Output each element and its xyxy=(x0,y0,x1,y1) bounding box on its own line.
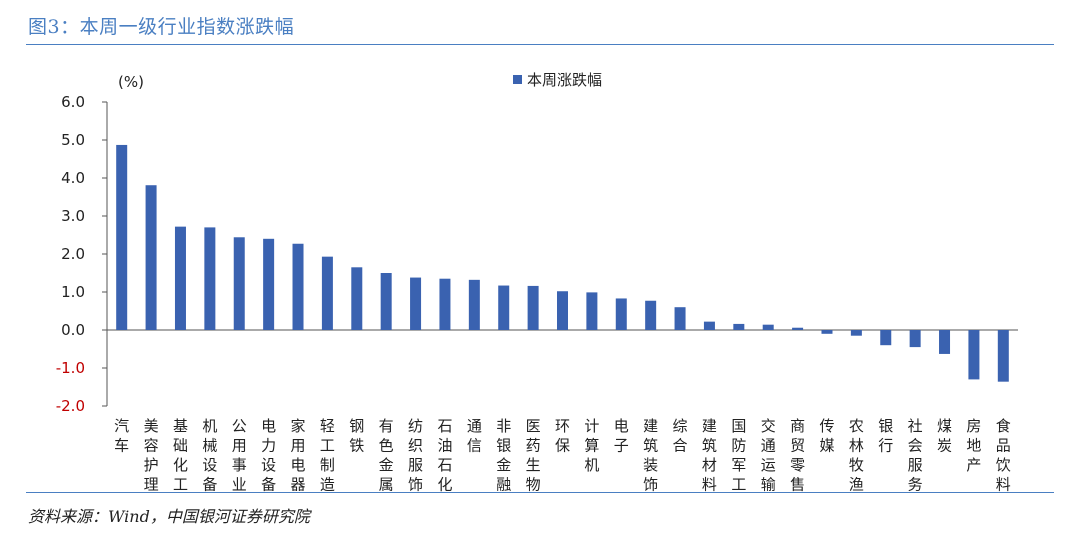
bar xyxy=(674,307,686,330)
category-label: 通信 xyxy=(467,417,482,455)
y-tick-label: 1.0 xyxy=(61,283,85,301)
category-label: 食品饮料 xyxy=(996,417,1011,494)
y-tick-label: 5.0 xyxy=(61,131,85,149)
bar xyxy=(263,238,275,330)
bar xyxy=(233,237,245,330)
category-label: 公用事业 xyxy=(232,417,247,494)
bar xyxy=(997,330,1009,382)
category-label: 综合 xyxy=(673,417,688,455)
bar xyxy=(351,267,363,330)
y-tick-label: 0.0 xyxy=(61,321,85,339)
bar xyxy=(174,226,186,330)
y-axis: 6.0 5.0 4.0 3.0 2.0 1.0 0.0 -1.0 -2.0 (%) xyxy=(56,73,1018,415)
bar xyxy=(733,323,745,330)
bar xyxy=(703,321,715,330)
bar xyxy=(292,243,304,330)
category-label: 轻工制造 xyxy=(320,417,335,494)
bar xyxy=(557,291,568,330)
bar-series xyxy=(116,144,1009,382)
bar xyxy=(645,300,657,330)
bar xyxy=(410,277,422,330)
bar xyxy=(116,144,128,330)
bar xyxy=(439,278,451,330)
bar xyxy=(792,327,804,330)
category-label: 交通运输 xyxy=(761,417,776,494)
bar xyxy=(145,185,157,330)
bar xyxy=(821,330,833,334)
legend: 本周涨跌幅 xyxy=(513,71,602,89)
category-label: 纺织服饰 xyxy=(408,417,423,494)
bar xyxy=(880,330,892,346)
title-divider xyxy=(26,44,1054,45)
bar xyxy=(615,298,627,330)
bar xyxy=(909,330,921,348)
category-label: 商贸零售 xyxy=(790,417,805,494)
x-axis-categories: 汽车美容护理基础化工机械设备公用事业电力设备家用电器轻工制造钢铁有色金属纺织服饰… xyxy=(114,417,1011,494)
category-label: 机械设备 xyxy=(202,417,217,494)
bar xyxy=(968,330,980,380)
bar xyxy=(498,285,510,330)
category-label: 有色金属 xyxy=(379,417,394,494)
y-tick-label: 6.0 xyxy=(61,93,85,111)
category-label: 计算机 xyxy=(584,417,599,474)
chart-title: 图3：本周一级行业指数涨跌幅 xyxy=(28,16,295,38)
category-label: 房地产 xyxy=(966,417,981,474)
bar xyxy=(468,279,480,330)
category-label: 社会服务 xyxy=(908,417,923,494)
category-label: 建筑材料 xyxy=(702,417,717,494)
bar xyxy=(586,292,598,330)
category-label: 农林牧渔 xyxy=(849,417,864,494)
bar xyxy=(762,324,774,330)
bar xyxy=(380,273,392,330)
y-tick-label: 4.0 xyxy=(61,169,85,187)
category-label: 电力设备 xyxy=(261,417,276,494)
y-tick-label: -2.0 xyxy=(56,397,85,415)
category-label: 汽车 xyxy=(114,417,129,455)
bar xyxy=(321,256,333,330)
footer-divider xyxy=(26,492,1054,493)
bar xyxy=(527,285,539,330)
category-label: 环保 xyxy=(555,417,570,455)
category-label: 银行 xyxy=(878,417,893,455)
bar xyxy=(204,227,216,330)
category-label: 建筑装饰 xyxy=(643,417,658,494)
legend-swatch xyxy=(513,75,522,84)
y-tick-label: 3.0 xyxy=(61,207,85,225)
legend-label: 本周涨跌幅 xyxy=(527,71,602,89)
bar xyxy=(850,330,862,336)
y-tick-label: -1.0 xyxy=(56,359,85,377)
category-label: 基础化工 xyxy=(173,417,188,494)
category-label: 家用电器 xyxy=(291,417,306,494)
y-unit-label: (%) xyxy=(118,73,144,91)
category-label: 医药生物 xyxy=(526,417,541,494)
category-label: 美容护理 xyxy=(144,417,159,494)
source-note: 资料来源：Wind，中国银河证券研究院 xyxy=(28,507,310,526)
category-label: 钢铁 xyxy=(349,417,364,455)
category-label: 石油石化 xyxy=(437,417,452,494)
category-label: 国防军工 xyxy=(731,417,746,494)
y-tick-label: 2.0 xyxy=(61,245,85,263)
category-label: 煤炭 xyxy=(937,417,952,455)
category-label: 电子 xyxy=(614,417,629,455)
category-label: 非银金融 xyxy=(496,417,511,494)
category-label: 传媒 xyxy=(819,417,834,455)
bar xyxy=(939,330,951,354)
